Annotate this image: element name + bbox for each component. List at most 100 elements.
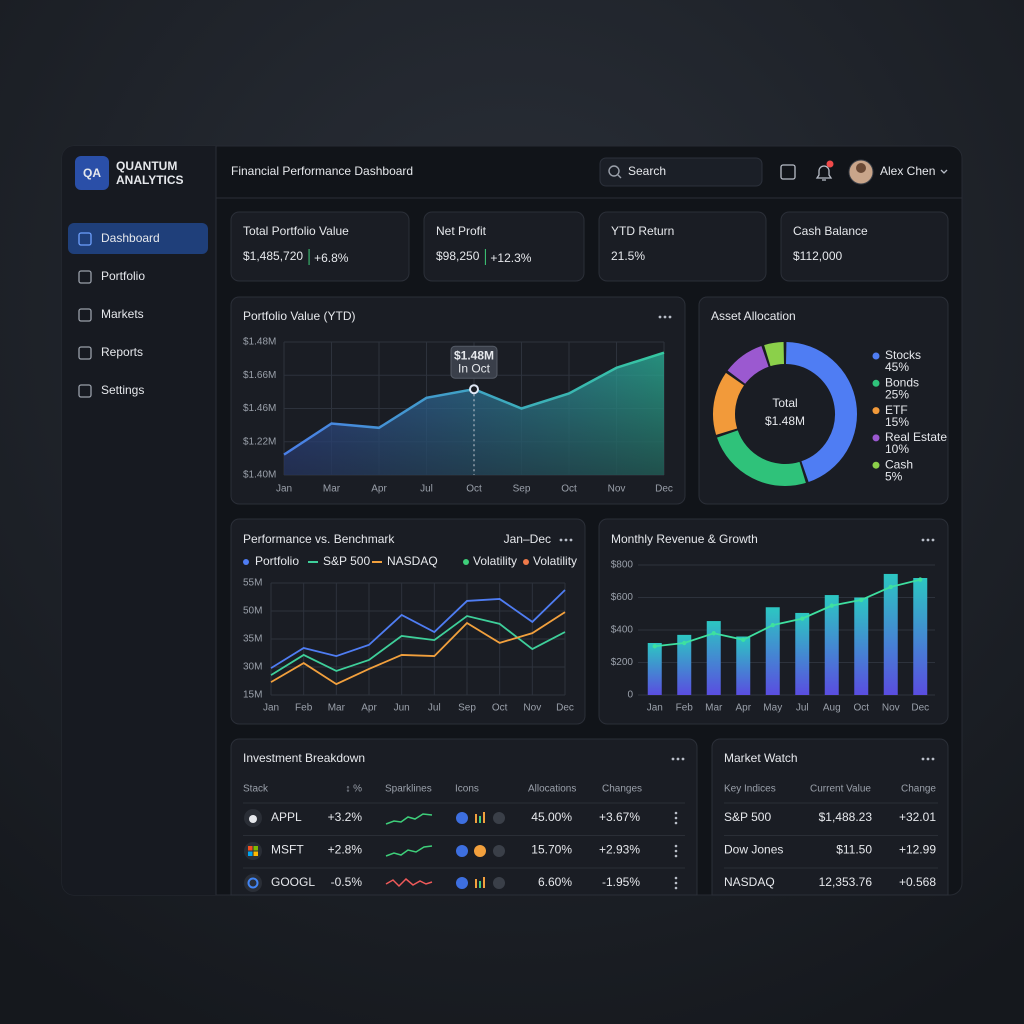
kpi-card <box>598 211 767 282</box>
column-header: Key Indices <box>724 784 776 795</box>
legend-label: ETF <box>885 403 908 417</box>
legend-swatch <box>872 352 880 360</box>
x-tick-label: Jan <box>647 703 663 714</box>
x-tick-label: Nov <box>882 703 900 714</box>
x-tick-label: Mar <box>323 484 341 495</box>
panel-title: Performance vs. Benchmark <box>243 532 395 546</box>
allocation: 45.00% <box>531 810 572 824</box>
bar <box>883 573 898 695</box>
user-name[interactable]: Alex Chen <box>880 164 935 178</box>
allocation: 15.70% <box>531 843 572 857</box>
kpi-label: Total Portfolio Value <box>243 224 349 238</box>
growth-point <box>652 644 657 649</box>
index-change: +12.99 <box>899 843 936 857</box>
y-tick-label: 35M <box>243 634 262 645</box>
bar <box>677 634 692 695</box>
kpi-card <box>780 211 949 282</box>
bar <box>795 612 810 695</box>
column-header: Stack <box>243 784 269 795</box>
legend-swatch <box>523 559 529 565</box>
bell-icon[interactable] <box>815 165 833 181</box>
bar <box>647 643 662 695</box>
legend-swatch <box>463 559 469 565</box>
x-tick-label: Jul <box>796 703 809 714</box>
legend-label: Volatility <box>533 554 577 568</box>
x-tick-label: Oct <box>492 703 508 714</box>
legend-label: Stocks <box>885 348 921 362</box>
x-tick-label: Jul <box>428 703 441 714</box>
nav-icon <box>78 232 92 246</box>
x-tick-label: Jan <box>276 484 292 495</box>
legend-swatch <box>872 379 880 387</box>
kpi-change: +6.8% <box>314 251 349 265</box>
kpi-card <box>230 211 410 282</box>
x-tick-label: May <box>763 703 782 714</box>
nav-active <box>68 223 208 254</box>
x-tick-label: Oct <box>561 484 577 495</box>
legend-value: 25% <box>885 387 909 401</box>
column-header: Current Value <box>810 784 871 795</box>
donut-segment <box>764 342 785 367</box>
y-tick-label: $1.48M <box>243 337 276 348</box>
nav-item[interactable]: Markets <box>101 307 144 321</box>
search-box[interactable] <box>599 157 763 187</box>
x-tick-label: Sep <box>513 484 531 495</box>
series-line <box>270 611 566 686</box>
stock-pct: -0.5% <box>331 875 363 889</box>
bar <box>913 578 928 695</box>
index-name: S&P 500 <box>724 810 771 824</box>
search-icon <box>608 165 620 177</box>
nav-icon <box>78 384 92 398</box>
donut-segment <box>785 342 857 483</box>
legend-label: Real Estate <box>885 430 947 444</box>
nav-item[interactable]: Portfolio <box>101 269 145 283</box>
bar <box>854 597 869 695</box>
user-menu-chevron[interactable] <box>940 169 948 174</box>
growth-point <box>888 584 893 590</box>
panel-menu[interactable] <box>559 315 935 761</box>
legend-label: Cash <box>885 457 913 471</box>
series-line <box>270 615 566 676</box>
stock-pct: +3.2% <box>328 810 363 824</box>
legend-value: 10% <box>885 442 909 456</box>
stock-logo <box>244 809 262 892</box>
allocation: 6.60% <box>538 875 572 889</box>
donut-segment <box>716 429 806 486</box>
change: -1.95% <box>602 875 640 889</box>
y-tick-label: $400 <box>611 625 634 636</box>
kpi-label: Cash Balance <box>793 224 868 238</box>
x-tick-label: Jul <box>420 484 433 495</box>
donut-segment <box>713 372 745 435</box>
growth-point <box>711 631 716 636</box>
nav-item[interactable]: Settings <box>101 383 144 397</box>
x-tick-label: Feb <box>676 703 694 714</box>
row-icons <box>456 812 505 889</box>
nav-item[interactable]: Dashboard <box>101 231 160 245</box>
y-tick-label: 50M <box>243 606 262 617</box>
series-line <box>270 589 566 669</box>
legend-swatch <box>872 434 880 442</box>
nav-item[interactable]: Reports <box>101 345 143 359</box>
tooltip-text: In Oct <box>458 361 491 375</box>
growth-point <box>918 577 923 582</box>
kpi-label: Net Profit <box>436 224 487 238</box>
column-header: ↕ % <box>345 784 362 795</box>
x-tick-label: Mar <box>705 703 723 714</box>
row-menu[interactable] <box>674 811 678 890</box>
y-tick-label: 30M <box>243 662 262 673</box>
donut-center-value: $1.48M <box>765 414 805 428</box>
logo-text: QA <box>83 166 101 180</box>
index-name: NASDAQ <box>724 875 775 889</box>
x-tick-label: Nov <box>523 703 541 714</box>
growth-point <box>682 640 687 646</box>
stock-ticker: APPL <box>271 810 302 824</box>
y-tick-label: $1.22M <box>243 436 276 447</box>
y-tick-label: 15M <box>243 690 262 701</box>
column-header: Change <box>901 784 936 795</box>
kpi-value: $1,485,720 <box>243 249 303 263</box>
calendar-icon[interactable] <box>780 164 796 180</box>
panel <box>711 738 949 896</box>
sidebar <box>62 146 216 895</box>
x-tick-label: Nov <box>608 484 626 495</box>
legend-label: S&P 500 <box>323 554 370 568</box>
